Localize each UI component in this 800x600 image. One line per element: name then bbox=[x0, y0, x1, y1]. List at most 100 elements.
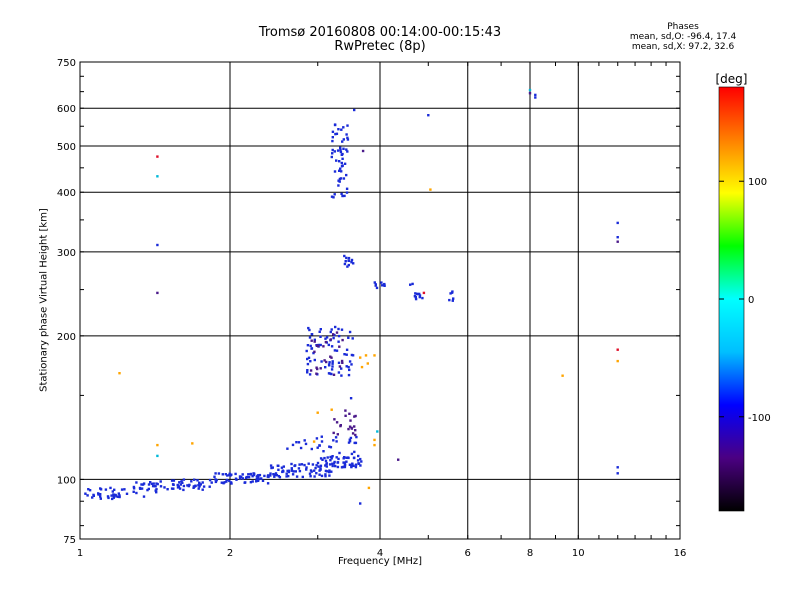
echo-point bbox=[275, 474, 279, 477]
echo-point bbox=[340, 161, 343, 165]
echo-point bbox=[338, 160, 341, 163]
echo-point bbox=[337, 334, 341, 338]
echo-point bbox=[315, 372, 318, 375]
echo-point bbox=[182, 484, 186, 488]
echo-point bbox=[353, 456, 356, 459]
echo-point bbox=[359, 457, 362, 461]
echo-point bbox=[132, 485, 136, 489]
phase-colorbar: 100 0 -100 [deg] bbox=[716, 72, 771, 512]
echo-point bbox=[299, 446, 303, 450]
echo-point bbox=[380, 281, 383, 284]
echo-point bbox=[342, 147, 345, 150]
echo-point bbox=[217, 472, 221, 475]
echo-point bbox=[147, 483, 151, 486]
echo-point bbox=[230, 482, 233, 485]
echo-point bbox=[320, 435, 323, 438]
echo-point bbox=[110, 494, 113, 497]
echo-point bbox=[190, 480, 193, 483]
echo-point bbox=[111, 497, 114, 501]
echo-point bbox=[319, 457, 323, 460]
echo-point bbox=[228, 473, 231, 477]
echo-point bbox=[261, 479, 265, 482]
echo-point bbox=[331, 362, 334, 365]
echo-point bbox=[319, 464, 323, 467]
echo-point bbox=[353, 425, 356, 428]
echo-point bbox=[280, 466, 284, 469]
echo-point bbox=[345, 365, 348, 368]
echo-point bbox=[325, 360, 328, 364]
echo-point bbox=[331, 464, 334, 468]
echo-point bbox=[322, 345, 325, 348]
echo-point bbox=[450, 291, 454, 294]
echo-point bbox=[319, 335, 322, 338]
echo-point bbox=[345, 460, 348, 463]
echo-point bbox=[118, 495, 121, 499]
echo-point bbox=[140, 487, 144, 490]
echo-point bbox=[350, 261, 353, 264]
echo-point bbox=[357, 462, 360, 465]
echo-point bbox=[335, 159, 338, 162]
echo-point bbox=[166, 488, 169, 491]
echo-point bbox=[359, 464, 362, 467]
echo-point bbox=[348, 368, 351, 372]
echo-point bbox=[156, 175, 159, 178]
echo-point bbox=[115, 495, 118, 498]
echo-point bbox=[349, 419, 352, 422]
echo-point bbox=[303, 463, 306, 467]
echo-point bbox=[293, 464, 296, 468]
echo-point bbox=[345, 256, 348, 260]
echo-point bbox=[340, 374, 343, 377]
echo-point bbox=[350, 363, 353, 366]
echo-point bbox=[354, 441, 358, 445]
echo-point bbox=[241, 473, 244, 476]
echo-point bbox=[355, 435, 358, 439]
echo-point bbox=[140, 483, 143, 486]
echo-point bbox=[361, 149, 365, 153]
echo-point bbox=[321, 458, 324, 461]
echo-point bbox=[274, 473, 277, 476]
echo-point bbox=[323, 359, 326, 362]
echo-point bbox=[349, 436, 353, 440]
echo-point bbox=[304, 442, 308, 446]
echo-point bbox=[373, 354, 376, 357]
echo-point bbox=[307, 356, 311, 359]
echo-point bbox=[172, 487, 175, 490]
echo-point bbox=[332, 439, 335, 442]
echo-point bbox=[342, 461, 345, 464]
chart-title-line-1: Tromsø 20160808 00:14:00-00:15:43 bbox=[258, 25, 502, 40]
echo-point bbox=[194, 484, 197, 487]
echo-point bbox=[308, 373, 312, 376]
echo-point bbox=[225, 480, 228, 483]
echo-point bbox=[334, 132, 337, 136]
echo-point bbox=[346, 136, 349, 139]
echo-point bbox=[324, 366, 327, 369]
echo-point bbox=[354, 414, 357, 418]
echo-point bbox=[333, 460, 336, 464]
echo-point bbox=[324, 475, 327, 478]
echo-point bbox=[208, 478, 212, 482]
phase-info-o-mode: mean, sd,O: -96.4, 17.4 bbox=[629, 32, 737, 42]
echo-point bbox=[343, 254, 346, 258]
echo-point bbox=[308, 472, 312, 475]
echo-point bbox=[156, 443, 159, 447]
echo-point bbox=[125, 492, 129, 495]
echo-point bbox=[339, 177, 343, 180]
echo-point bbox=[366, 362, 369, 365]
echo-point bbox=[448, 298, 451, 302]
echo-point bbox=[117, 492, 120, 495]
echo-point bbox=[383, 282, 386, 286]
echo-point bbox=[320, 440, 324, 443]
echo-point bbox=[411, 282, 414, 286]
echo-point bbox=[451, 299, 454, 302]
echo-point bbox=[269, 464, 273, 467]
echo-point bbox=[452, 297, 455, 300]
echo-point bbox=[196, 479, 199, 482]
echo-point bbox=[340, 165, 344, 168]
echo-point bbox=[328, 361, 331, 364]
x-tick-label: 8 bbox=[527, 548, 533, 559]
echo-point bbox=[257, 476, 260, 479]
echo-point bbox=[338, 365, 342, 368]
echo-point bbox=[616, 472, 619, 475]
echo-point bbox=[163, 486, 166, 489]
